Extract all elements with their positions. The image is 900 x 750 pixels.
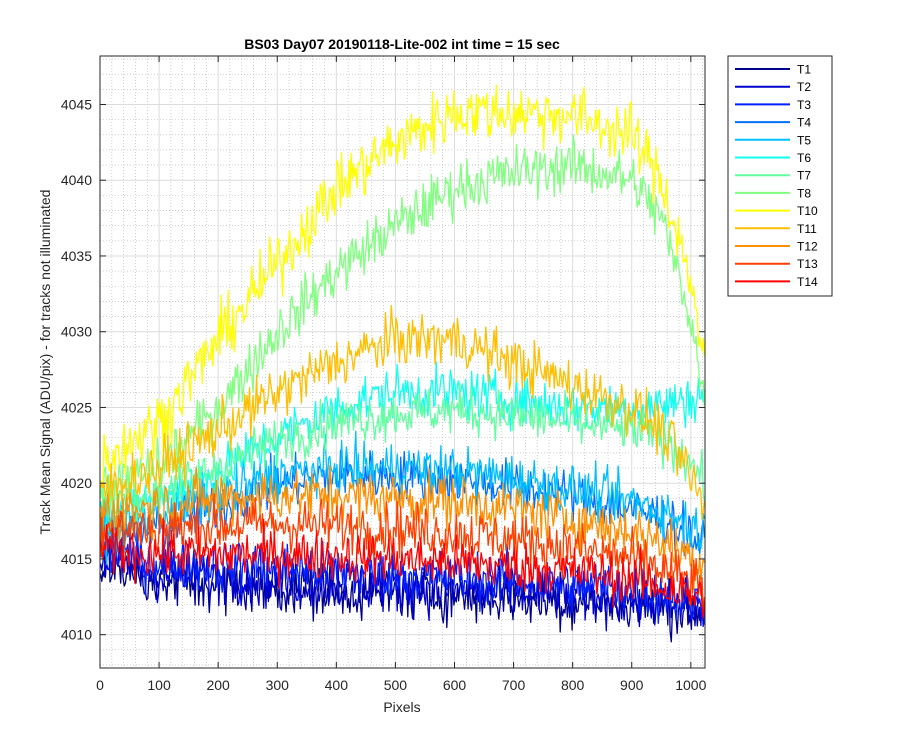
y-tick-label: 4040: [61, 172, 92, 188]
legend-label-t1: T1: [797, 63, 811, 77]
axis-ticks: [99, 56, 705, 668]
legend-label-t4: T4: [797, 116, 811, 130]
legend-label-t2: T2: [797, 80, 811, 94]
legend-label-t13: T13: [797, 257, 818, 271]
series-line-t7: [100, 382, 705, 530]
y-tick-label: 4020: [61, 475, 92, 491]
x-tick-labels: 0 100 200 300 400 500 600 700 800 900 1000: [96, 677, 706, 693]
series-line-t11: [100, 304, 705, 520]
legend-label-t5: T5: [797, 133, 811, 147]
series-line-t13: [100, 493, 705, 612]
x-tick-label: 300: [266, 677, 290, 693]
x-tick-label: 900: [620, 677, 644, 693]
x-tick-label: 200: [206, 677, 230, 693]
legend-label-t3: T3: [797, 98, 811, 112]
x-tick-label: 700: [502, 677, 526, 693]
series-line-t14: [100, 517, 705, 619]
series-line-t12: [100, 465, 705, 590]
y-axis-label: Track Mean Signal (ADU/pix) - for tracks…: [37, 190, 53, 535]
x-tick-label: 800: [561, 677, 585, 693]
legend-label-t10: T10: [797, 204, 818, 218]
x-tick-label: 600: [443, 677, 467, 693]
legend-label-t11: T11: [797, 222, 817, 236]
y-tick-label: 4035: [61, 248, 92, 264]
legend-label-t6: T6: [797, 151, 811, 165]
y-tick-label: 4045: [61, 96, 92, 112]
x-tick-label: 400: [325, 677, 349, 693]
x-axis-label: Pixels: [383, 699, 420, 715]
legend-label-t12: T12: [797, 240, 818, 254]
x-tick-label: 500: [384, 677, 408, 693]
plot-frame: [99, 55, 706, 669]
y-tick-label: 4030: [61, 324, 92, 340]
legend: T1 T2 T3 T4 T5 T6 T7 T8 T10 T11 T12 T13 T14: [727, 55, 833, 297]
legend-items: T1 T2 T3 T4 T5 T6 T7 T8 T10 T11 T12 T13 T14: [735, 63, 818, 289]
series-line-t3: [100, 518, 705, 625]
x-tick-label: 100: [147, 677, 171, 693]
y-tick-label: 4025: [61, 399, 92, 415]
y-tick-labels: 4010 4015 4020 4025 4030 4035 4040 4045: [61, 96, 92, 642]
y-tick-label: 4015: [61, 551, 92, 567]
series-lines: [100, 84, 705, 643]
x-tick-label: 0: [96, 677, 104, 693]
legend-label-t7: T7: [797, 169, 811, 183]
chart-title: BS03 Day07 20190118-Lite-002 int time = …: [244, 36, 560, 52]
series-line-t10: [100, 84, 705, 486]
legend-label-t14: T14: [797, 275, 818, 289]
legend-label-t8: T8: [797, 186, 811, 200]
y-tick-label: 4010: [61, 627, 92, 643]
x-tick-label: 1000: [675, 677, 706, 693]
